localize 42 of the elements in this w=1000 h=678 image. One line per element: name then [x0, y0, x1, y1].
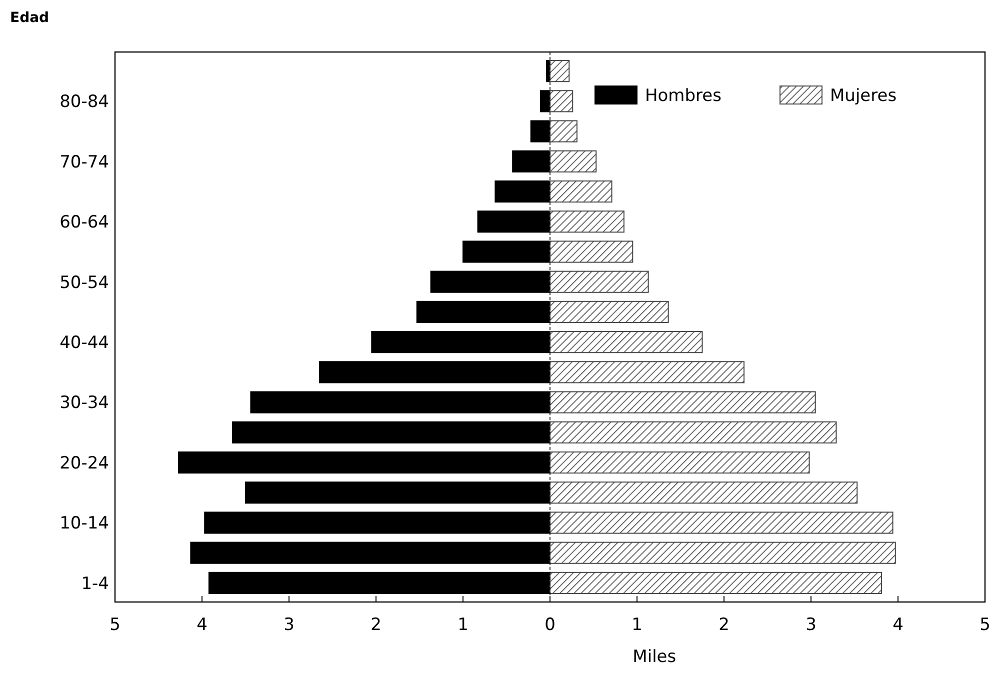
y-tick-label: 30-34	[60, 393, 109, 414]
y-tick-label: 10-14	[60, 514, 109, 534]
x-tick-label: 4	[196, 615, 208, 635]
legend-label: Mujeres	[830, 86, 897, 106]
x-tick-label: 5	[110, 615, 120, 635]
bar	[550, 361, 745, 384]
x-tick-label: 4	[892, 615, 904, 635]
bar	[550, 180, 612, 203]
x-tick-label: 1	[458, 615, 468, 635]
x-tick-label: 2	[718, 615, 730, 635]
x-tick-label: 2	[370, 615, 382, 635]
x-tick-label: 1	[632, 615, 642, 635]
x-tick-label: 3	[284, 615, 294, 635]
x-tick-label: 3	[806, 615, 816, 635]
y-tick-label: 70-74	[60, 152, 109, 172]
bar	[550, 150, 597, 172]
y-tick-label: 1-4	[81, 574, 109, 594]
bar	[550, 60, 570, 82]
x-axis-title: Miles	[632, 647, 676, 667]
bar	[550, 451, 810, 474]
bar	[550, 542, 896, 564]
y-axis-title: Edad	[10, 10, 50, 26]
y-tick-label: 40-44	[60, 333, 109, 354]
bar	[550, 572, 882, 594]
y-tick-label: 60-64	[60, 212, 109, 233]
y-tick-label: 80-84	[60, 92, 109, 112]
bar	[550, 331, 703, 354]
x-tick-label: 0	[544, 615, 556, 635]
legend-label: Hombres	[645, 86, 722, 106]
bar	[550, 240, 634, 263]
bar	[550, 210, 624, 233]
bar	[550, 270, 649, 293]
bar	[550, 512, 894, 534]
bar	[550, 391, 816, 414]
bar	[550, 421, 837, 444]
bar	[550, 300, 669, 323]
bar	[550, 90, 574, 112]
bar	[550, 120, 578, 142]
x-tick-label: 5	[980, 615, 990, 635]
bar	[550, 482, 858, 504]
y-tick-label: 20-24	[60, 453, 109, 474]
y-tick-label: 50-54	[60, 272, 109, 293]
